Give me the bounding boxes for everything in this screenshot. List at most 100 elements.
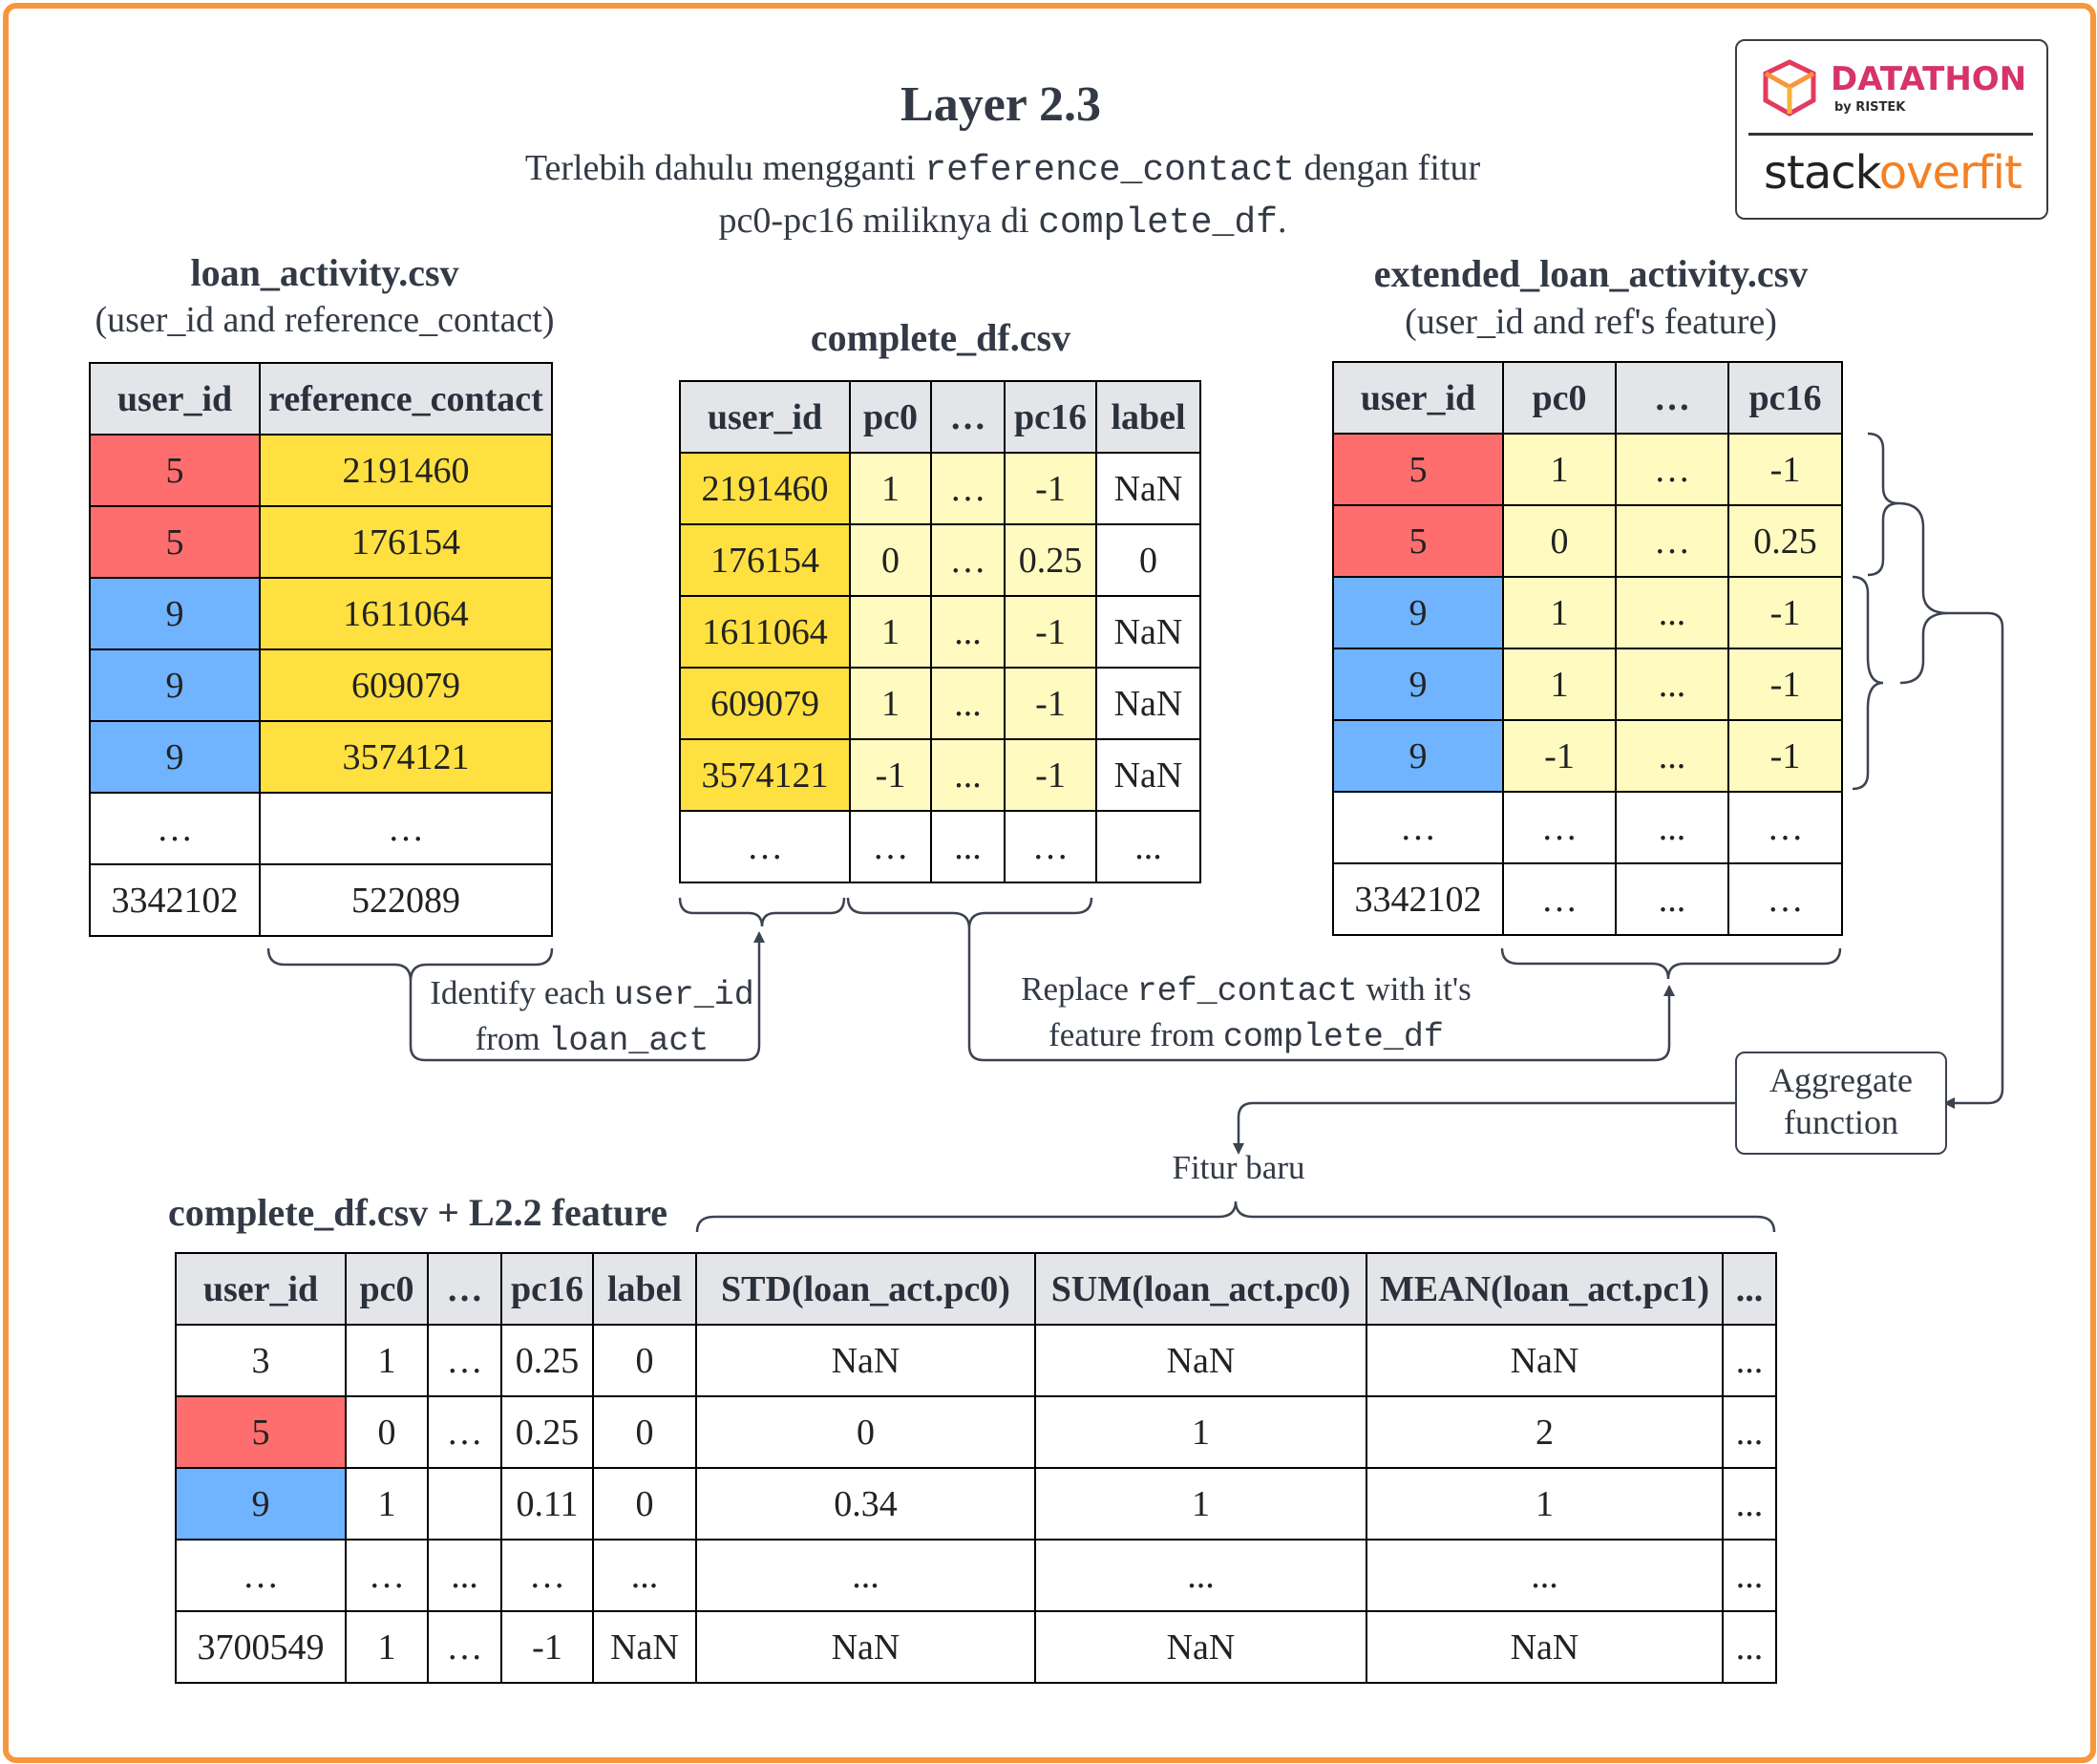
final-cell: 0 bbox=[592, 1324, 697, 1397]
final-cell: 1 bbox=[345, 1324, 429, 1397]
final-cell: 0.11 bbox=[500, 1467, 594, 1541]
complete-df-cell: … bbox=[930, 523, 1006, 597]
subtitle-text-1: Terlebih dahulu mengganti bbox=[524, 148, 925, 188]
final-cell: NaN bbox=[695, 1610, 1036, 1684]
complete-df-title: complete_df.csv bbox=[810, 316, 1071, 359]
aggregate-function-box: Aggregate function bbox=[1735, 1052, 1947, 1155]
loan-activity-row: 9 1611064 bbox=[89, 577, 553, 650]
datathon-cube-icon bbox=[1763, 59, 1816, 117]
identify-annotation: Identify each user_id from loan_act bbox=[401, 971, 783, 1063]
final-cell: 0.34 bbox=[695, 1467, 1036, 1541]
loan-activity-row: 3342102 522089 bbox=[89, 863, 553, 937]
complete-df-cell: 609079 bbox=[679, 667, 851, 740]
logo-divider bbox=[1748, 133, 2033, 136]
final-cell: ... bbox=[592, 1539, 697, 1612]
extended-row: 9 -1... -1 bbox=[1332, 719, 1843, 793]
subtitle-code-reference-contact: reference_contact bbox=[924, 150, 1295, 191]
final-cell: 0.25 bbox=[500, 1324, 594, 1397]
extended-cell: 9 bbox=[1332, 576, 1504, 649]
final-cell: … bbox=[500, 1539, 594, 1612]
extended-row: 5 1… -1 bbox=[1332, 433, 1843, 506]
final-cell: ... bbox=[1722, 1467, 1777, 1541]
extended-cell: … bbox=[1502, 791, 1617, 864]
connector-identify bbox=[409, 931, 765, 1062]
complete-df-cell: … bbox=[930, 452, 1006, 525]
final-cell: -1 bbox=[500, 1610, 594, 1684]
final-cell: 0.25 bbox=[500, 1395, 594, 1469]
extended-cell: 5 bbox=[1332, 504, 1504, 578]
extended-header-cell: … bbox=[1615, 361, 1729, 435]
final-cell: ... bbox=[1034, 1539, 1367, 1612]
replace-annotation: Replace ref_contact with it's feature fr… bbox=[955, 967, 1537, 1059]
extended-cell: ... bbox=[1615, 862, 1729, 936]
final-row: 9 1 0.11 0 0.34 1 1... bbox=[175, 1467, 1777, 1541]
final-cell: ... bbox=[1722, 1610, 1777, 1684]
aggregate-line-2: function bbox=[1784, 1103, 1898, 1141]
extended-cell: ... bbox=[1615, 719, 1729, 793]
extended-row: 3342102…...… bbox=[1332, 862, 1843, 936]
connector-to-aggregate bbox=[1943, 611, 2004, 1109]
complete-df-cell: 3574121 bbox=[679, 738, 851, 812]
loan-activity-cell: 176154 bbox=[259, 505, 553, 579]
final-cell: 3700549 bbox=[175, 1610, 347, 1684]
complete-df-cell: ... bbox=[1095, 810, 1201, 883]
final-header-cell: pc16 bbox=[500, 1252, 594, 1326]
final-header-row: user_id pc0… pc16 label STD(loan_act.pc0) SUM… bbox=[175, 1252, 1777, 1326]
complete-df-row: 609079 1... -1 NaN bbox=[679, 667, 1201, 740]
extended-cell: … bbox=[1615, 433, 1729, 506]
loan-activity-cell: 9 bbox=[89, 648, 261, 722]
final-row: 3 1… 0.25 0 NaN NaN NaN... bbox=[175, 1324, 1777, 1397]
complete-df-row: 2191460 1… -1 NaN bbox=[679, 452, 1201, 525]
loan-activity-row: …… bbox=[89, 792, 553, 865]
replace-text-2: with it's bbox=[1357, 970, 1472, 1008]
final-row: 3700549 1… -1 NaN NaN NaN NaN... bbox=[175, 1610, 1777, 1684]
final-cell: 0 bbox=[345, 1395, 429, 1469]
subtitle-text-2: dengan fitur bbox=[1294, 148, 1481, 188]
final-cell: 1 bbox=[1366, 1467, 1724, 1541]
extended-cell: -1 bbox=[1502, 719, 1617, 793]
complete-df-cell: -1 bbox=[1004, 667, 1097, 740]
brace-extended-features bbox=[1500, 947, 1842, 980]
final-cell: 1 bbox=[345, 1610, 429, 1684]
final-cell: ... bbox=[427, 1539, 502, 1612]
loan-activity-cell: 9 bbox=[89, 577, 261, 650]
logo-brand-text: DATATHON bbox=[1831, 60, 2027, 98]
extended-row: 5 0… 0.25 bbox=[1332, 504, 1843, 578]
datathon-stackoverfit-logo: DATATHON by RISTEK stackoverfit bbox=[1735, 39, 2048, 220]
complete-df-row: 1611064 1... -1 NaN bbox=[679, 595, 1201, 669]
extended-cell: 0.25 bbox=[1727, 504, 1843, 578]
complete-df-cell: ... bbox=[930, 810, 1006, 883]
loan-activity-header-row: user_id reference_contact bbox=[89, 362, 553, 436]
loan-activity-row: 9 609079 bbox=[89, 648, 553, 722]
final-cell: NaN bbox=[592, 1610, 697, 1684]
complete-df-cell: 2191460 bbox=[679, 452, 851, 525]
complete-df-cell: … bbox=[1004, 810, 1097, 883]
complete-df-cell: … bbox=[679, 810, 851, 883]
loan-activity-cell: 1611064 bbox=[259, 577, 553, 650]
brace-right-user5 bbox=[1867, 432, 1899, 577]
aggregate-line-1: Aggregate bbox=[1769, 1061, 1913, 1099]
complete-df-header-cell: pc16 bbox=[1004, 380, 1097, 454]
complete-df-cell: 0.25 bbox=[1004, 523, 1097, 597]
final-header-cell: STD(loan_act.pc0) bbox=[695, 1252, 1036, 1326]
final-cell: 0 bbox=[592, 1467, 697, 1541]
logo-overfit-text: overfit bbox=[1878, 146, 2023, 200]
extended-cell: 1 bbox=[1502, 648, 1617, 721]
loan-activity-row: 5 2191460 bbox=[89, 434, 553, 507]
subtitle-text-4: . bbox=[1277, 201, 1287, 241]
final-cell: 1 bbox=[1034, 1395, 1367, 1469]
final-cell: ... bbox=[695, 1539, 1036, 1612]
extended-cell: -1 bbox=[1727, 648, 1843, 721]
final-header-cell: SUM(loan_act.pc0) bbox=[1034, 1252, 1367, 1326]
extended-cell: 1 bbox=[1502, 433, 1617, 506]
complete-df-cell: NaN bbox=[1095, 738, 1201, 812]
subtitle-code-complete-df: complete_df bbox=[1038, 202, 1278, 244]
complete-df-table: user_id pc0… pc16 label 2191460 1… -1 NaN 176154… bbox=[679, 380, 1201, 883]
complete-df-header-cell: user_id bbox=[679, 380, 851, 454]
loan-activity-cell: 3342102 bbox=[89, 863, 261, 937]
complete-df-cell: 176154 bbox=[679, 523, 851, 597]
loan-activity-header-cell: reference_contact bbox=[259, 362, 553, 436]
final-header-cell: … bbox=[427, 1252, 502, 1326]
final-cell: ... bbox=[1722, 1395, 1777, 1469]
final-table: user_id pc0… pc16 label STD(loan_act.pc0) SUM… bbox=[175, 1252, 1777, 1684]
